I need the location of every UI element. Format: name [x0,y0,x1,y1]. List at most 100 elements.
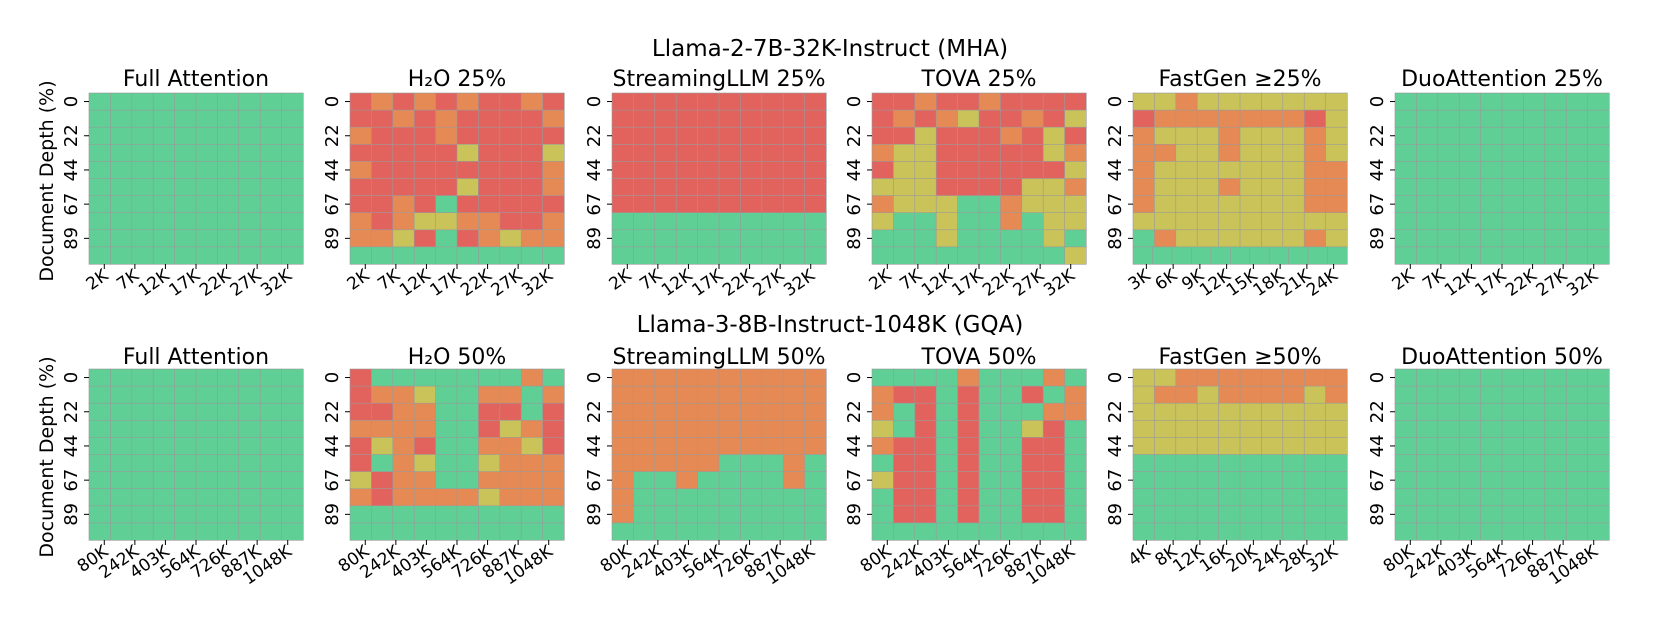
heatmap-cell [697,488,720,507]
heatmap-cell [1523,505,1546,524]
heatmap-cell [1261,161,1284,180]
heatmap-cell [110,402,133,421]
heatmap-cell [718,109,742,128]
heatmap-cell [1196,126,1220,145]
heatmap-cell [1565,437,1589,456]
y-tick-label: 22 [322,124,343,147]
heatmap-cell [499,178,522,197]
heatmap-cell [1000,385,1023,404]
heatmap-cell [675,195,699,214]
heatmap-cell [542,368,565,387]
heatmap-cell [1196,385,1220,404]
heatmap-cell [174,178,197,197]
heatmap-cell [718,161,742,180]
heatmap-cell [131,437,154,456]
heatmap-cell [782,195,806,214]
heatmap-cell [413,92,437,111]
heatmap-cell [195,212,219,231]
heatmap-cell [349,229,373,248]
heatmap-cell [654,195,677,214]
heatmap-cell [1523,419,1546,438]
heatmap-cell [1239,144,1263,163]
heatmap-cell [1565,402,1589,421]
heatmap-cell [281,229,304,248]
heatmap-cell [1394,488,1418,507]
heatmap-cell [1000,471,1023,490]
heatmap-cell [195,144,219,163]
heatmap-cell [499,195,522,214]
heatmap-cell [957,109,980,128]
panel-title: StreamingLLM 50% [612,345,825,370]
heatmap-cell [238,471,261,490]
heatmap-cell [718,454,742,473]
heatmap-cell [499,419,522,438]
y-tick-label: 89 [1105,227,1126,250]
heatmap-cell [195,402,219,421]
heatmap-cell [456,385,480,404]
heatmap-cell [1480,454,1503,473]
heatmap-cell [978,144,1002,163]
heatmap-cell [259,161,283,180]
heatmap-cell [1261,195,1284,214]
heatmap-cell [633,488,656,507]
heatmap-cell [1282,454,1305,473]
y-tick-label: 22 [1105,124,1126,147]
heatmap-cell [1132,92,1156,111]
heatmap-cell [804,368,827,387]
heatmap-cell [1282,505,1305,524]
heatmap-cell [1501,109,1525,128]
heatmap-cell [478,178,501,197]
heatmap-cell [1303,522,1327,541]
y-tick-label: 89 [584,227,605,250]
x-tick-label: 3K [1125,265,1155,294]
heatmap-cell [914,246,937,265]
heatmap-cell [456,454,480,473]
heatmap-cell [1282,471,1305,490]
heatmap-cell [1196,109,1220,128]
heatmap-cell [456,178,480,197]
heatmap-cell [740,419,763,438]
heatmap-cell [1021,178,1044,197]
panel-title: Full Attention [123,345,269,370]
heatmap-cell [1239,402,1263,421]
heatmap-cell [654,488,677,507]
heatmap-cell [1394,161,1418,180]
y-tick-label: 44 [322,434,343,457]
heatmap-cell [238,229,261,248]
heatmap-cell [195,454,219,473]
heatmap-cell [1565,246,1589,265]
heatmap-cell [110,505,133,524]
heatmap-cell [174,505,197,524]
heatmap-cell [195,488,219,507]
heatmap-cell [1303,144,1327,163]
heatmap-cell [238,109,261,128]
heatmap-cell [1480,109,1503,128]
heatmap-cell [281,385,304,404]
heatmap-cell [413,419,437,438]
heatmap-cell [499,246,522,265]
heatmap-cell [761,505,784,524]
heatmap-cell [131,195,154,214]
y-tick-label: 89 [1367,227,1388,250]
heatmap-cell [675,212,699,231]
heatmap-cell [88,229,112,248]
heatmap-cell [349,488,373,507]
heatmap-cell [1249,246,1270,265]
heatmap-cell [520,109,544,128]
heatmap-cell [1000,178,1023,197]
heatmap-cell [478,505,501,524]
heatmap-cell [1565,109,1589,128]
heatmap-cell [1218,126,1241,145]
heatmap-cell [259,402,283,421]
heatmap-cell [782,385,806,404]
heatmap-cell [1587,144,1610,163]
heatmap-cell [1325,368,1348,387]
heatmap-cell [217,212,240,231]
heatmap-cell [1021,161,1044,180]
heatmap-cell [740,144,763,163]
panel-title: DuoAttention 25% [1401,67,1603,92]
heatmap-cell [1327,246,1348,265]
heatmap-cell [1042,161,1066,180]
heatmap-cell [633,195,656,214]
